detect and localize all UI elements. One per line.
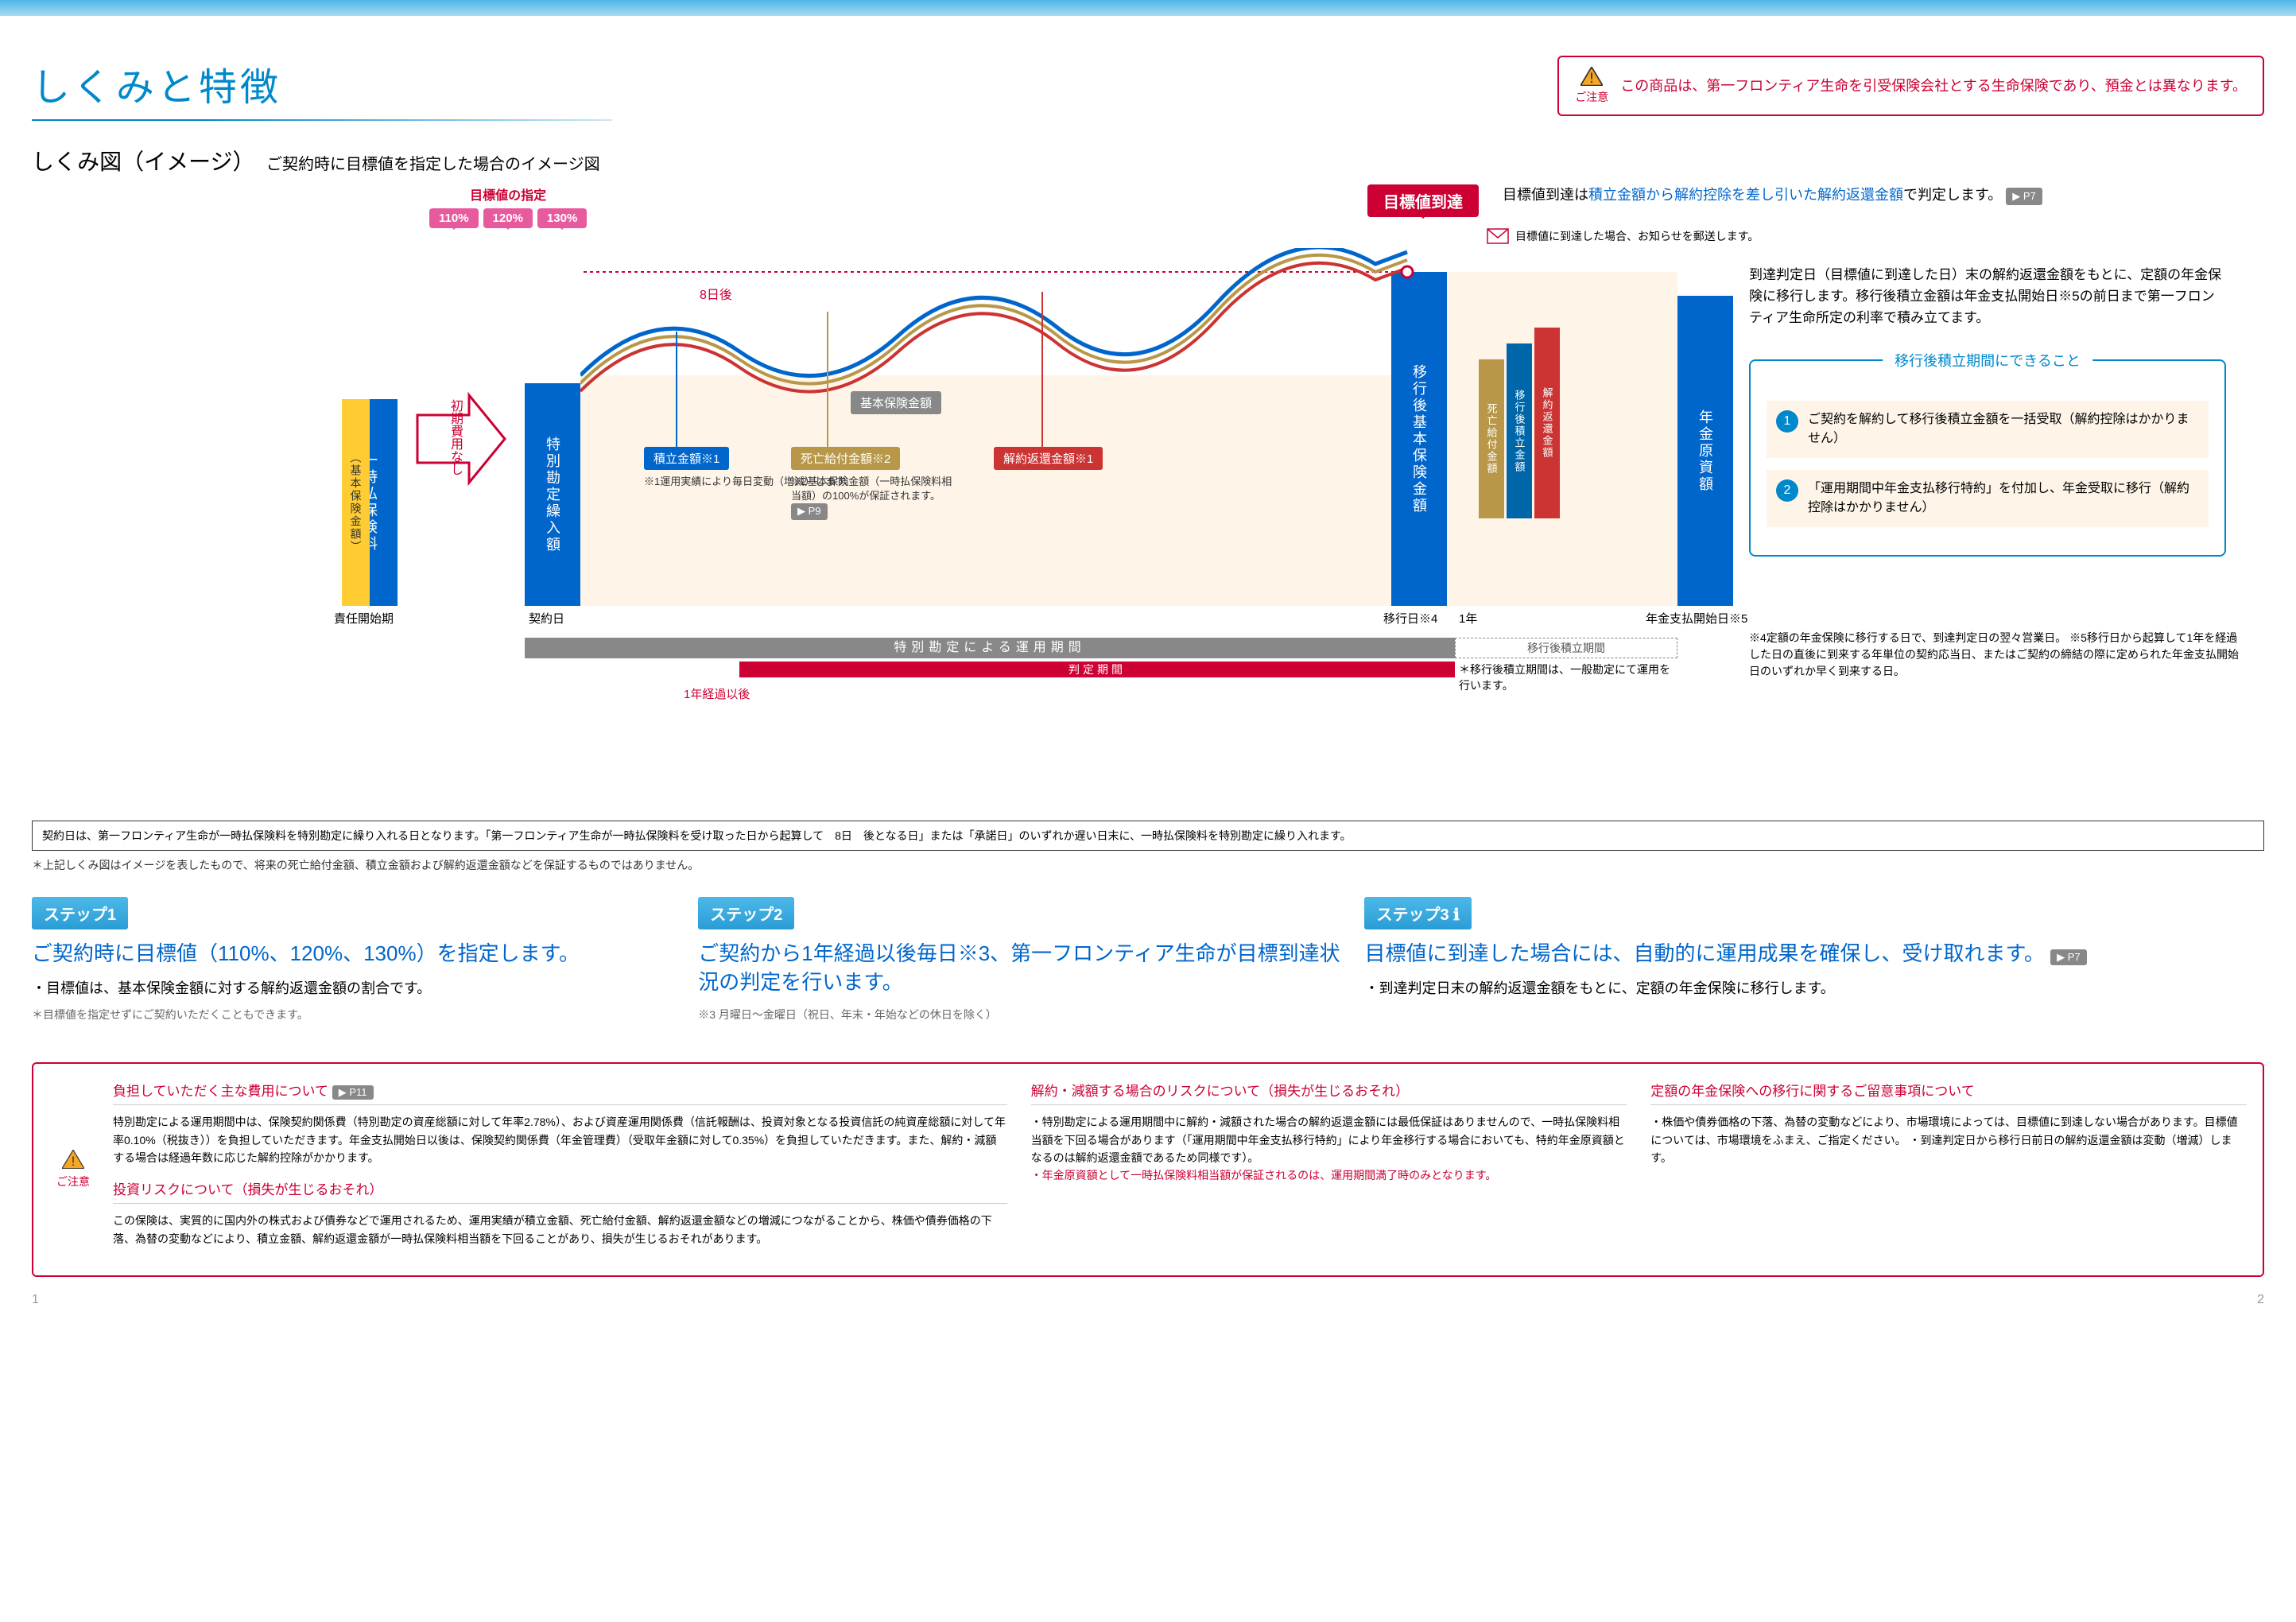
right-text: 到達判定日（目標値に到達した日）末の解約返還金額をもとに、定額の年金保険に移行し… xyxy=(1749,264,2226,329)
curves xyxy=(580,248,1455,407)
page-link-p7[interactable]: ▶ P7 xyxy=(2006,188,2042,205)
label-accum: 積立金額※1 xyxy=(644,447,729,470)
initial-cost-label: 初期費用なし xyxy=(445,399,464,475)
axis-1: 責任開始期 xyxy=(334,610,394,627)
step-1-note: ＊目標値を指定せずにご契約いただくこともできます。 xyxy=(32,1007,674,1022)
circle-1: 1 xyxy=(1776,410,1798,433)
reach-badge: 目標値到達 xyxy=(1367,184,1479,217)
target-title: 目標値の指定 xyxy=(429,184,587,204)
right-box-title: 移行後積立期間にできること xyxy=(1883,350,2092,371)
step-1-title: ご契約時に目標値（110%、120%、130%）を指定します。 xyxy=(32,939,674,968)
mail-note: 目標値に到達した場合、お知らせを郵送します。 xyxy=(1487,228,1759,244)
page-link-p9[interactable]: ▶ P9 xyxy=(791,503,828,519)
axis-2: 契約日 xyxy=(529,610,564,627)
judge-bar: 判定期間 xyxy=(739,662,1455,677)
timeline-bar2: 移行後積立期間 xyxy=(1455,638,1677,658)
bc-heading-3: 解約・減額する場合のリスクについて（損失が生じるおそれ） xyxy=(1031,1080,1627,1105)
step-3-header: ステップ3 ℹ xyxy=(1364,897,1471,929)
caution-label-2: ご注意 xyxy=(56,1174,90,1189)
title-underline xyxy=(32,119,612,121)
year1-label: 1年経過以後 xyxy=(684,685,750,702)
step-2-note: ※3 月曜日～金曜日（祝日、年末・年始などの休日を除く） xyxy=(698,1007,1340,1022)
bottom-caution: ! ご注意 負担していただく主な費用について ▶ P11 特別勘定による運用期間… xyxy=(32,1062,2264,1277)
cream-bg-1 xyxy=(580,375,1391,606)
label-basic: 基本保険金額 xyxy=(851,391,941,414)
warning-icon xyxy=(1580,67,1603,86)
label-surrender: 解約返還金額※1 xyxy=(994,447,1103,470)
bc-heading-4: 定額の年金保険への移行に関するご留意事項について xyxy=(1650,1080,2247,1105)
bc-text-1: 特別勘定による運用期間中は、保険契約関係費（特別勘定の資産総額に対して年率2.7… xyxy=(113,1113,1007,1166)
mini-bar-accum: 移行後積立金額 xyxy=(1507,343,1532,518)
mail-icon xyxy=(1487,228,1509,244)
bar-annuity: 年金原資額 xyxy=(1677,296,1733,606)
axis-3: 移行日※4 xyxy=(1383,610,1437,627)
diagram: 目標値の指定 110% 120% 130% 目標値到達 目標値到達は積立金額から… xyxy=(32,184,2264,805)
page-link-p7-2[interactable]: ▶ P7 xyxy=(2050,949,2087,965)
step-2-title: ご契約から1年経過以後毎日※3、第一フロンティア生命が目標到達状況の判定を行いま… xyxy=(698,939,1340,997)
circle-2: 2 xyxy=(1776,479,1798,502)
caution-label: ご注意 xyxy=(1575,89,1608,105)
arrow-blue xyxy=(676,332,677,447)
note-2: ※2基本保険金額（一時払保険料相当額）の100%が保証されます。 ▶ P9 xyxy=(791,475,958,520)
axis-5: 年金支払開始日※5 xyxy=(1646,610,1747,627)
page-title: しくみと特徴 xyxy=(32,56,612,111)
bc-text-4: ・株価や債券価格の下落、為替の変動などにより、市場環境によっては、目標値に到達し… xyxy=(1650,1113,2247,1166)
step-1-text: ・目標値は、基本保険金額に対する解約返還金額の割合です。 xyxy=(32,977,674,1000)
step-3: ステップ3 ℹ 目標値に到達した場合には、自動的に運用成果を確保し、受け取れます… xyxy=(1364,897,2264,1022)
step-1-header: ステップ1 xyxy=(32,897,128,929)
reach-desc: 目標値到達は積立金額から解約控除を差し引いた解約返還金額で判定します。 ▶ P7 xyxy=(1503,184,2042,206)
footnotes-45: ※4定額の年金保険に移行する日で、到達判定日の翌々営業日。 ※5移行日から起算し… xyxy=(1749,630,2242,680)
bar-basic-amount: （基本保険金額） xyxy=(342,399,370,606)
bar-special: 特別勘定繰入額 xyxy=(525,383,580,606)
bc-text-2: この保険は、実質的に国内外の株式および債券などで運用されるため、運用実績が積立金… xyxy=(113,1212,1007,1248)
caution-box: ご注意 この商品は、第一フロンティア生命を引受保険会社とする生命保険であり、預金… xyxy=(1557,56,2264,116)
step-2-header: ステップ2 xyxy=(698,897,794,929)
diagram-footer: 契約日は、第一フロンティア生命が一時払保険料を特別勘定に繰り入れる日となります。… xyxy=(32,821,2264,851)
arrow-gold xyxy=(827,312,828,447)
pill-130: 130% xyxy=(537,208,587,228)
pill-110: 110% xyxy=(429,208,479,228)
axis-4: 1年 xyxy=(1459,610,1477,627)
mini-bar-death: 死亡給付金額 xyxy=(1479,359,1504,518)
step-3-text: ・到達判定日末の解約返還金額をもとに、定額の年金保険に移行します。 xyxy=(1364,977,2264,1000)
warning-icon-2: ! xyxy=(62,1150,84,1169)
timeline-bar: 特別勘定による運用期間 xyxy=(525,638,1455,658)
right-item-1: ご契約を解約して移行後積立金額を一括受取（解約控除はかかりません） xyxy=(1808,410,2199,448)
bc-heading-2: 投資リスクについて（損失が生じるおそれ） xyxy=(113,1178,1007,1204)
step-1: ステップ1 ご契約時に目標値（110%、120%、130%）を指定します。 ・目… xyxy=(32,897,674,1022)
pill-120: 120% xyxy=(483,208,533,228)
step-3-title: 目標値に到達した場合には、自動的に運用成果を確保し、受け取れます。 ▶ P7 xyxy=(1364,939,2264,968)
bc-text-3: ・特別勘定による運用期間中に解約・減額された場合の解約返還金額には最低保証はあり… xyxy=(1031,1113,1627,1185)
post-note: ＊移行後積立期間は、一般勘定にて運用を行います。 xyxy=(1459,662,1674,693)
svg-text:!: ! xyxy=(72,1154,76,1169)
page-link-p11[interactable]: ▶ P11 xyxy=(332,1085,374,1100)
label-death: 死亡給付金額※2 xyxy=(791,447,900,470)
subtitle: しくみ図（イメージ） xyxy=(32,149,255,174)
bc-heading-1: 負担していただく主な費用について ▶ P11 xyxy=(113,1080,1007,1105)
caution-text: この商品は、第一フロンティア生命を引受保険会社とする生命保険であり、預金とは異な… xyxy=(1620,75,2247,98)
step-2: ステップ2 ご契約から1年経過以後毎日※3、第一フロンティア生命が目標到達状況の… xyxy=(698,897,1340,1022)
page-num-right: 2 xyxy=(2257,1293,2264,1307)
page-num-left: 1 xyxy=(32,1293,39,1307)
mini-bar-surrender: 解約返還金額 xyxy=(1534,328,1560,518)
right-box: 移行後積立期間にできること 1 ご契約を解約して移行後積立金額を一括受取（解約控… xyxy=(1749,359,2226,557)
right-item-2: 「運用期間中年金支払移行特約」を付加し、年金受取に移行（解約控除はかかりません） xyxy=(1808,479,2199,518)
arrow-red-vert xyxy=(1041,292,1043,447)
subtitle-desc: ご契約時に目標値を指定した場合のイメージ図 xyxy=(266,156,600,173)
diagram-disclaimer: ＊上記しくみ図はイメージを表したもので、将来の死亡給付金額、積立金額および解約返… xyxy=(32,857,2264,873)
